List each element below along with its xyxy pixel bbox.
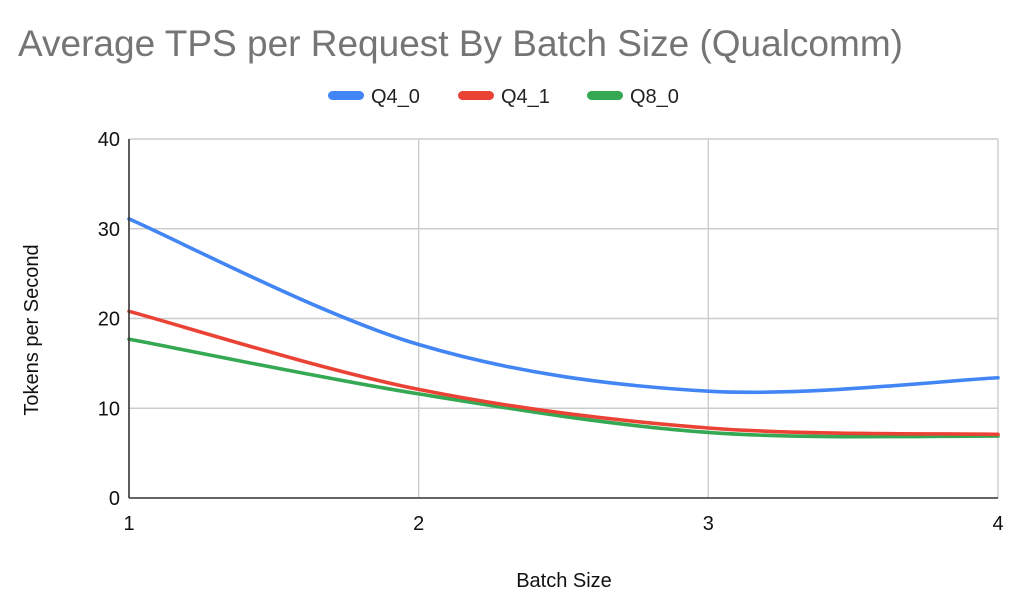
x-tick-label: 2 <box>413 513 424 535</box>
x-tick-label: 3 <box>703 513 714 535</box>
y-tick-label: 30 <box>98 219 120 241</box>
legend-label-q8-0: Q8_0 <box>630 86 679 108</box>
x-tick-label: 1 <box>123 513 134 535</box>
tick-labels: 0 10 20 30 40 1 2 3 4 <box>98 129 1004 535</box>
y-tick-label: 0 <box>109 488 120 510</box>
series-line-q4-0 <box>127 217 1000 395</box>
grid <box>129 138 999 498</box>
legend-swatch-q4-0 <box>328 91 364 100</box>
y-tick-label: 20 <box>98 309 120 331</box>
x-axis-label: Batch Size <box>516 570 612 592</box>
series-lines <box>127 217 1000 439</box>
chart-title: Average TPS per Request By Batch Size (Q… <box>18 23 903 64</box>
axes <box>128 139 998 499</box>
x-tick-label: 4 <box>992 513 1003 535</box>
legend-swatch-q8-0 <box>587 91 623 100</box>
legend-swatch-q4-1 <box>458 91 494 100</box>
y-tick-label: 10 <box>98 398 120 420</box>
series-line-q8-0 <box>127 337 1000 439</box>
series-line-q4-1 <box>127 309 1000 437</box>
y-axis-label: Tokens per Second <box>21 244 43 415</box>
legend-label-q4-0: Q4_0 <box>371 86 420 108</box>
legend-label-q4-1: Q4_1 <box>501 86 550 108</box>
y-tick-label: 40 <box>98 129 120 151</box>
legend: Q4_0 Q4_1 Q8_0 <box>328 86 679 108</box>
